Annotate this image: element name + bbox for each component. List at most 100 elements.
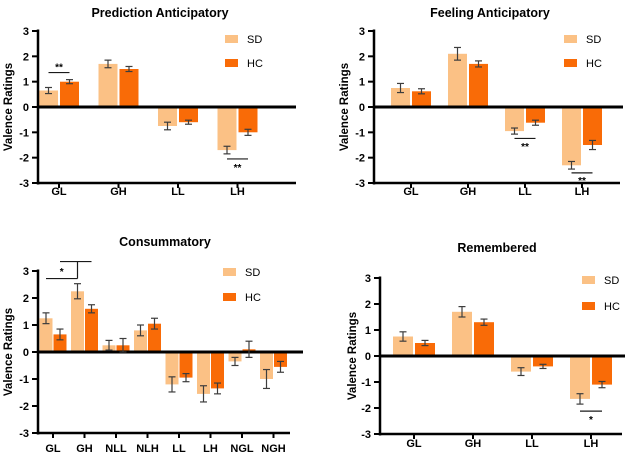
y-axis-label: Valence Ratings [347,312,359,400]
bar-sd-gl [39,318,53,353]
y-tick-label: 3 [365,273,371,285]
error-bar-hc-ngh [277,360,284,373]
legend-swatch-hc [582,302,595,310]
x-category-label: LH [203,443,218,455]
y-tick-label: 2 [359,51,365,63]
y-tick-label: -3 [361,429,371,441]
significance-stars: ** [234,163,242,174]
x-category-label: GH [460,186,477,198]
significance-stars: ** [578,176,586,187]
x-category-label: GL [406,438,422,450]
y-tick-label: 0 [359,102,365,114]
x-category-label: LL [171,186,185,198]
y-tick-label: 1 [365,325,371,337]
legend-swatch-sd [223,268,236,276]
bar-hc-gl [53,334,67,352]
bar-sd-gl [39,90,58,107]
x-category-label: GH [465,438,482,450]
chart-prediction-anticipatory: Prediction Anticipatory Valence Ratings 3 2… [3,6,296,198]
y-tick-label: 0 [23,102,29,114]
bar-hc-ll [533,356,553,367]
chart-title: Prediction Anticipatory [91,6,228,20]
y-tick-label: -1 [355,127,365,139]
error-bar-hc-lh [589,139,596,151]
chart-cell-prediction-anticipatory: Prediction Anticipatory Valence Ratings 3 2… [0,0,312,228]
bar-sd-lh [570,356,590,399]
bar-hc-ll [179,352,193,378]
chart-title: Remembered [457,241,536,255]
legend-swatch-hc [223,293,236,301]
chart-consummatory: Consummatory Valence Ratings 3 2 1 0 -1 -2 -3 GL G… [3,235,303,455]
error-bar-sd-lh [200,385,207,403]
x-category-label: LL [172,443,186,455]
bar-hc-gl [412,91,431,107]
x-category-label: GH [110,186,127,198]
error-bar-hc-ll [185,119,192,125]
y-tick-label: 2 [365,299,371,311]
x-category-label: LL [518,186,532,198]
error-bar-sd-lh [223,145,231,155]
y-tick-label: 2 [23,51,29,63]
bar-hc-lh [592,356,612,385]
x-category-label: GH [76,443,93,455]
bar-sd-ll [505,107,524,132]
chart-remembered: Remembered Valence Ratings 3 2 1 0 -1 -2 -3 GL GH L… [347,241,625,450]
error-bar-hc-gh [125,65,133,73]
legend-label-hc: HC [604,301,620,313]
error-bar-sd-gh [104,59,112,69]
chart-cell-feeling-anticipatory: Feeling Anticipatory Valence Ratings 3 2 1 0 -… [312,0,625,228]
error-bar-hc-lh [214,382,221,395]
bar-hc-ll [179,107,198,123]
x-category-label: LH [584,438,599,450]
y-axis-label: Valence Ratings [3,63,15,151]
x-category-label: NGH [261,443,286,455]
bar-sd-ngh [260,352,273,379]
y-tick-label: -1 [361,377,371,389]
error-bar-hc-lh [598,380,606,389]
chart-cell-consummatory: Consummatory Valence Ratings 3 2 1 0 -1 -2 -3 GL G… [0,228,312,457]
error-bar-sd-ll [517,367,525,377]
bar-hc-gh [469,63,488,107]
y-tick-label: 3 [359,26,365,38]
legend-swatch-sd [564,35,577,43]
bar-sd-ll [511,356,531,372]
bar-hc-gl [60,81,79,107]
bar-hc-gh [474,322,494,356]
bar-hc-lh [211,352,224,389]
error-bar-sd-gh [458,305,466,318]
error-bar-sd-nll [105,339,113,351]
error-bar-hc-gl [418,88,425,95]
error-bar-hc-ngl [245,340,253,358]
error-bar-hc-ll [539,363,547,370]
y-tick-label: -1 [19,374,29,386]
y-tick-label: -2 [19,153,29,165]
y-tick-label: 3 [23,266,29,278]
legend-label-sd: SD [245,267,260,279]
y-tick-label: 2 [23,293,29,305]
bar-sd-lh [562,107,581,166]
error-bar-sd-ll [168,376,176,393]
y-tick-label: 1 [23,320,29,332]
error-bar-sd-ll [511,127,518,135]
error-bar-hc-nll [119,337,127,353]
y-tick-label: -3 [19,428,29,440]
bar-hc-nlh [148,323,161,352]
significance-stars: ** [521,142,529,153]
error-bar-sd-gl [399,331,407,342]
error-bar-sd-ngl [231,356,239,367]
legend-swatch-hc [225,59,238,67]
bar-hc-gl [415,343,435,356]
y-tick-label: 0 [365,351,371,363]
y-tick-label: 0 [23,347,29,359]
legend-label-sd: SD [604,275,619,287]
bar-sd-lh [217,107,237,151]
bar-sd-gh [98,63,118,107]
error-bar-hc-ll [532,119,539,126]
bar-hc-ngh [274,352,287,367]
error-bar-sd-ll [164,121,171,131]
x-category-label: NLL [105,443,127,455]
bar-hc-lh [238,107,258,133]
bar-sd-gl [393,336,413,356]
error-bar-hc-gh [475,60,482,68]
error-bar-sd-gh [454,46,461,61]
